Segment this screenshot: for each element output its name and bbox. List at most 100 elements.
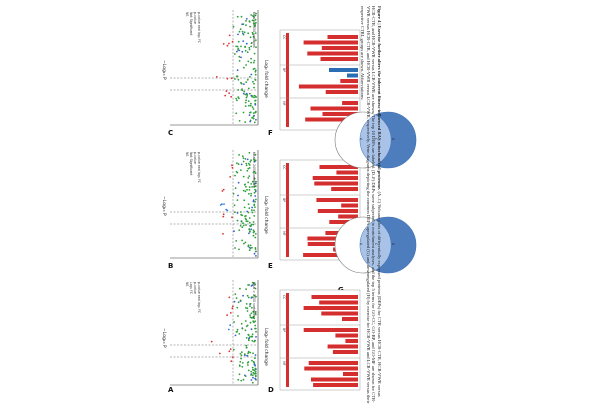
volcano-point bbox=[253, 209, 255, 212]
venn-g-right: B bbox=[391, 243, 395, 245]
venn-h-left: A bbox=[359, 138, 363, 141]
volcano-point bbox=[247, 211, 250, 214]
volcano-point bbox=[251, 180, 254, 183]
volcano-point bbox=[225, 90, 228, 92]
figure-canvas: C B A F E D H G Log₂ fold change −Log₁₀ … bbox=[161, 10, 417, 394]
volcano-point bbox=[250, 42, 253, 45]
volcano-point bbox=[249, 305, 251, 307]
volcano-point bbox=[250, 374, 252, 376]
volcano-point bbox=[253, 252, 256, 255]
volcano-point bbox=[253, 159, 256, 162]
volcano-point bbox=[254, 195, 257, 197]
volcano-point bbox=[248, 217, 251, 219]
enrichment-bar bbox=[329, 68, 358, 72]
volcano-point bbox=[238, 333, 241, 335]
volcano-point bbox=[244, 217, 247, 220]
volcano-point bbox=[247, 193, 250, 195]
volcano-point bbox=[247, 162, 250, 165]
volcano-points-b bbox=[219, 151, 257, 257]
volcano-point bbox=[245, 96, 248, 99]
volcano-point bbox=[240, 163, 243, 166]
panel-label-e: E bbox=[268, 262, 273, 270]
volcano-point bbox=[244, 353, 246, 356]
volcano-point bbox=[242, 175, 245, 178]
enrichment-bar bbox=[325, 90, 358, 94]
enrichment-bar bbox=[298, 84, 358, 89]
volcano-point bbox=[242, 189, 245, 192]
volcano-point bbox=[238, 97, 240, 100]
enrich-f-header-bp: BP bbox=[282, 68, 286, 72]
enrichment-bar bbox=[304, 366, 358, 371]
volcano-point bbox=[244, 320, 247, 322]
volcano-point bbox=[244, 93, 247, 96]
enrichment-bar bbox=[345, 339, 358, 343]
volcano-point bbox=[251, 211, 254, 214]
volcano-point bbox=[245, 20, 247, 22]
volcano-point bbox=[242, 378, 245, 381]
volcano-point bbox=[250, 328, 253, 331]
volcano-point bbox=[242, 40, 245, 42]
enrichment-bar bbox=[314, 181, 358, 186]
volcano-point bbox=[244, 215, 246, 218]
volcano-point bbox=[255, 21, 257, 24]
volcano-point bbox=[254, 250, 257, 253]
volcano-point bbox=[237, 33, 239, 36]
volcano-point bbox=[255, 180, 257, 183]
enrichment-bar bbox=[327, 35, 358, 39]
panel-label-c: C bbox=[168, 129, 173, 137]
volcano-point bbox=[251, 359, 253, 362]
volcano-point bbox=[252, 80, 254, 83]
volcano-point bbox=[254, 357, 256, 360]
enrichment-bar bbox=[321, 311, 358, 316]
volcano-point bbox=[254, 313, 257, 316]
volcano-point bbox=[237, 315, 239, 317]
enrichment-bar bbox=[322, 112, 358, 116]
volcano-point bbox=[247, 177, 250, 179]
volcano-point bbox=[247, 296, 250, 299]
volcano-point bbox=[241, 50, 244, 53]
enrichment-bars-f bbox=[298, 35, 358, 127]
volcano-point bbox=[254, 311, 257, 313]
volcano-point bbox=[237, 194, 239, 197]
volcano-point bbox=[252, 376, 254, 379]
enrichment-bar bbox=[319, 300, 358, 305]
volcano-point bbox=[252, 68, 255, 70]
volcano-point bbox=[247, 32, 250, 35]
x-axis-title-b: Log₂ fold change bbox=[263, 196, 269, 234]
volcano-point bbox=[247, 352, 250, 355]
volcano-point bbox=[254, 99, 257, 102]
volcano-point bbox=[254, 354, 257, 356]
volcano-point bbox=[239, 353, 242, 355]
volcano-point bbox=[255, 12, 257, 15]
volcano-point bbox=[240, 220, 243, 223]
volcano-point bbox=[231, 307, 234, 310]
volcano-point bbox=[251, 106, 254, 109]
volcano-point bbox=[251, 19, 254, 22]
volcano-point bbox=[248, 114, 251, 116]
enrichment-bar bbox=[310, 106, 358, 111]
enrichment-bar bbox=[319, 165, 358, 169]
volcano-point bbox=[254, 200, 256, 203]
volcano-point bbox=[253, 363, 256, 366]
enrichment-bar bbox=[347, 73, 358, 78]
enrichment-bar bbox=[303, 40, 358, 45]
volcano-point bbox=[240, 169, 242, 172]
volcano-point bbox=[239, 360, 242, 363]
volcano-point bbox=[240, 56, 242, 59]
enrichment-bar bbox=[321, 46, 358, 50]
volcano-point bbox=[250, 228, 253, 231]
volcano-point bbox=[251, 366, 254, 369]
volcano-point bbox=[252, 33, 254, 36]
enrichment-bar bbox=[341, 203, 358, 208]
volcano-points-c bbox=[215, 12, 257, 124]
legend-a-2: p-value bbox=[193, 282, 197, 294]
volcano-point bbox=[235, 97, 238, 100]
volcano-point bbox=[255, 96, 257, 98]
volcano-point bbox=[249, 225, 252, 228]
volcano-point bbox=[254, 339, 256, 342]
volcano-point bbox=[252, 117, 255, 120]
volcano-point bbox=[247, 203, 250, 206]
volcano-point bbox=[252, 229, 255, 232]
volcano-point bbox=[252, 112, 255, 114]
